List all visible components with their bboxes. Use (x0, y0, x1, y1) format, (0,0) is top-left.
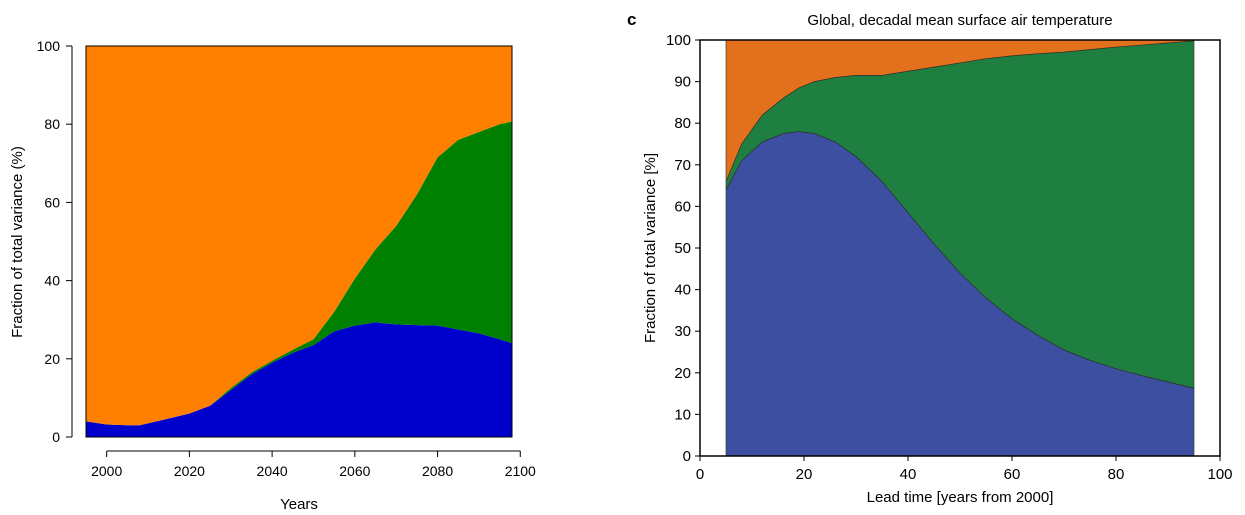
left-areas (86, 46, 512, 437)
left-x-tick-label: 2080 (422, 463, 453, 479)
left-y-tick-label: 0 (52, 429, 60, 445)
right-x-tick-label: 80 (1108, 466, 1125, 483)
right-x-tick-label: 100 (1207, 466, 1232, 483)
left-plot-frame (85, 45, 513, 438)
right-y-tick-label: 30 (674, 323, 691, 340)
left-x-tick-label: 2000 (91, 463, 122, 479)
right-y-axis-label: Fraction of total variance [%] (642, 153, 659, 343)
right-x-tick-label: 0 (696, 466, 704, 483)
right-y-tick-label: 60 (674, 198, 691, 215)
right-areas (725, 39, 1195, 457)
left-y-tick-label: 60 (44, 194, 60, 210)
right-y-tick-label: 50 (674, 240, 691, 257)
left-area-series-2 (86, 46, 512, 426)
right-y-tick-label: 40 (674, 282, 691, 299)
right-y-tick-label: 20 (674, 365, 691, 382)
right-y-tick-label: 10 (674, 406, 691, 423)
right-y-tick-label: 100 (666, 32, 691, 49)
left-y-tick-label: 40 (44, 273, 60, 289)
right-y-tick-label: 0 (683, 448, 691, 465)
right-panel-label: c (627, 10, 636, 29)
left-x-tick-label: 2020 (174, 463, 205, 479)
left-area-series-1 (86, 121, 512, 426)
left-y-tick-label: 20 (44, 351, 60, 367)
right-x-tick-label: 20 (796, 466, 813, 483)
left-area-series-0 (86, 322, 512, 437)
right-chart: 0 20 40 60 80 100 0 10 20 30 40 50 60 70 80 90 100 c Glo… (627, 10, 1233, 506)
right-x-tick-label: 60 (1004, 466, 1021, 483)
left-y-tick-label: 80 (44, 116, 60, 132)
right-y-tick-label: 80 (674, 115, 691, 132)
right-x-axis-label: Lead time [years from 2000] (867, 489, 1054, 506)
left-x-tick-label: 2100 (505, 463, 536, 479)
right-chart-title: Global, decadal mean surface air tempera… (807, 12, 1112, 29)
left-y-tick-label: 100 (37, 38, 61, 54)
right-axes: 0 20 40 60 80 100 0 10 20 30 40 50 60 70 80 90 100 (666, 32, 1233, 483)
left-x-tick-label: 2060 (339, 463, 370, 479)
left-y-axis-label: Fraction of total variance (%) (9, 146, 26, 338)
right-y-tick-label: 70 (674, 157, 691, 174)
right-y-tick-label: 90 (674, 74, 691, 91)
left-x-axis-label: Years (280, 496, 318, 513)
left-x-tick-label: 2040 (257, 463, 288, 479)
right-x-tick-label: 40 (900, 466, 917, 483)
